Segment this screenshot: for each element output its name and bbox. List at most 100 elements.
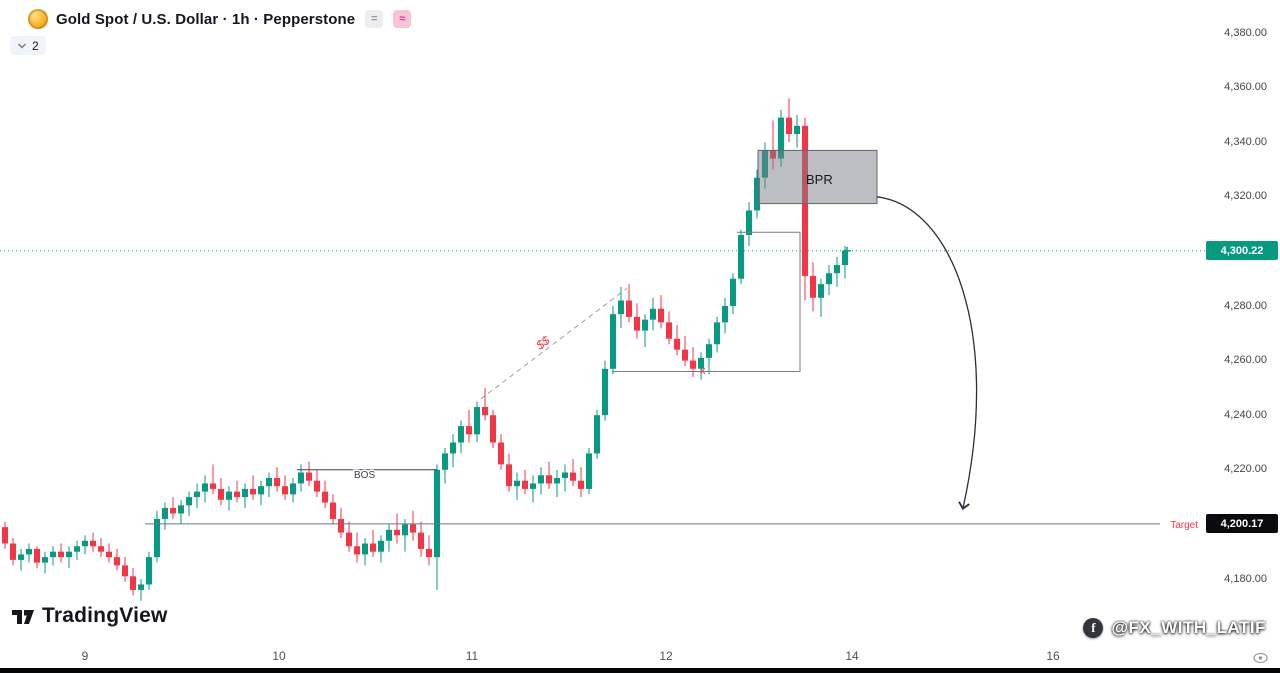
- author-handle: @FX_WITH_LATIF: [1111, 618, 1266, 637]
- candle-body: [162, 508, 168, 519]
- candle-body: [378, 540, 384, 552]
- price-axis-label: 4,360.00: [1224, 81, 1267, 94]
- candle-body: [722, 306, 728, 323]
- candle-body: [186, 497, 192, 506]
- target-price-label: 4,200.17: [1206, 514, 1278, 534]
- candle-body: [306, 472, 312, 481]
- bpr-label[interactable]: BPR: [806, 172, 833, 187]
- time-axis-label: 14: [845, 649, 859, 663]
- candle-body: [554, 477, 560, 484]
- candle-body: [122, 565, 128, 577]
- candle-body: [794, 125, 800, 135]
- candle-body: [458, 426, 464, 443]
- candle-body: [474, 407, 480, 435]
- tradingview-watermark-text: TradingView: [42, 604, 168, 627]
- candle-body: [98, 546, 104, 552]
- candle-body: [282, 486, 288, 495]
- tradingview-watermark[interactable]: TradingView: [10, 603, 168, 629]
- price-axis-label: 4,380.00: [1224, 26, 1267, 39]
- candle-body: [490, 415, 496, 443]
- candle-body: [706, 344, 712, 358]
- candle-body: [450, 442, 456, 454]
- candle-body: [42, 557, 48, 563]
- candle-body: [354, 546, 360, 555]
- candle-body: [242, 488, 248, 498]
- candle-body: [818, 284, 824, 298]
- candle-body: [26, 548, 32, 555]
- candle-body: [562, 472, 568, 478]
- candle-body: [426, 548, 432, 558]
- candle-body: [442, 453, 448, 470]
- candle-body: [682, 349, 688, 361]
- candle-body: [698, 357, 704, 369]
- candle-body: [290, 483, 296, 495]
- candle-body: [610, 314, 616, 369]
- trend-dollars-label[interactable]: $$: [533, 333, 553, 353]
- symbol-title[interactable]: Gold Spot / U.S. Dollar · 1h · Peppersto…: [56, 10, 356, 28]
- candle-body: [826, 273, 832, 285]
- magnet-badge-icon[interactable]: ≈: [393, 10, 412, 28]
- price-axis-label: 4,340.00: [1224, 135, 1267, 148]
- price-axis[interactable]: 4,380.004,360.004,340.004,320.004,300.00…: [1198, 0, 1280, 637]
- object-tree-button[interactable]: 2: [10, 36, 46, 55]
- candle-body: [34, 548, 40, 563]
- candle-body: [2, 527, 8, 544]
- candlestick-series: [2, 98, 848, 601]
- candle-body: [146, 557, 152, 585]
- candle-body: [314, 480, 320, 492]
- candle-body: [522, 480, 528, 489]
- candle-body: [362, 543, 368, 555]
- bos-label[interactable]: BOS: [353, 469, 377, 483]
- time-axis-label: 11: [465, 649, 479, 663]
- time-axis-settings-icon[interactable]: [1253, 651, 1268, 669]
- candle-body: [386, 529, 392, 541]
- chart-drawings[interactable]: [0, 149, 1205, 525]
- x-label[interactable]: x: [700, 365, 706, 377]
- candle-body: [754, 177, 760, 211]
- facebook-icon: f: [1083, 618, 1104, 638]
- candle-body: [330, 502, 336, 519]
- candle-body: [106, 551, 112, 558]
- bpr-box: [757, 149, 878, 205]
- object-tree-count: 2: [32, 38, 39, 53]
- candle-body: [642, 319, 648, 331]
- price-axis-label: 4,240.00: [1224, 408, 1267, 421]
- candle-body: [842, 250, 848, 266]
- author-credit: f @FX_WITH_LATIF: [1083, 618, 1266, 638]
- time-axis[interactable]: 9 10 11 12 14 16: [0, 640, 1280, 668]
- candle-body: [834, 265, 840, 274]
- candle-body: [370, 543, 376, 552]
- candle-body: [322, 491, 328, 503]
- candle-body: [714, 322, 720, 345]
- candle-body: [266, 477, 272, 487]
- candle-body: [178, 505, 184, 514]
- price-axis-label: 4,320.00: [1224, 190, 1267, 203]
- candle-body: [258, 486, 264, 495]
- candle-body: [82, 540, 88, 547]
- candle-body: [530, 483, 536, 489]
- candle-body: [626, 300, 632, 317]
- candle-body: [514, 480, 520, 487]
- candle-body: [810, 275, 816, 298]
- candle-body: [730, 278, 736, 306]
- candle-body: [202, 483, 208, 492]
- candle-body: [74, 546, 80, 552]
- candle-body: [154, 518, 160, 558]
- candle-body: [410, 524, 416, 533]
- time-axis-label: 9: [81, 649, 89, 663]
- candle-body: [466, 426, 472, 435]
- candle-body: [50, 551, 56, 558]
- candle-body: [18, 554, 24, 560]
- candle-body: [114, 557, 120, 566]
- candle-body: [586, 453, 592, 489]
- flat-lines-badge-icon[interactable]: =: [365, 10, 384, 28]
- target-text-label: Target: [1170, 520, 1198, 531]
- candle-body: [10, 543, 16, 560]
- candle-body: [594, 415, 600, 454]
- candle-body: [498, 442, 504, 465]
- candle-body: [506, 464, 512, 487]
- candle-body: [210, 483, 216, 489]
- candle-body: [746, 210, 752, 236]
